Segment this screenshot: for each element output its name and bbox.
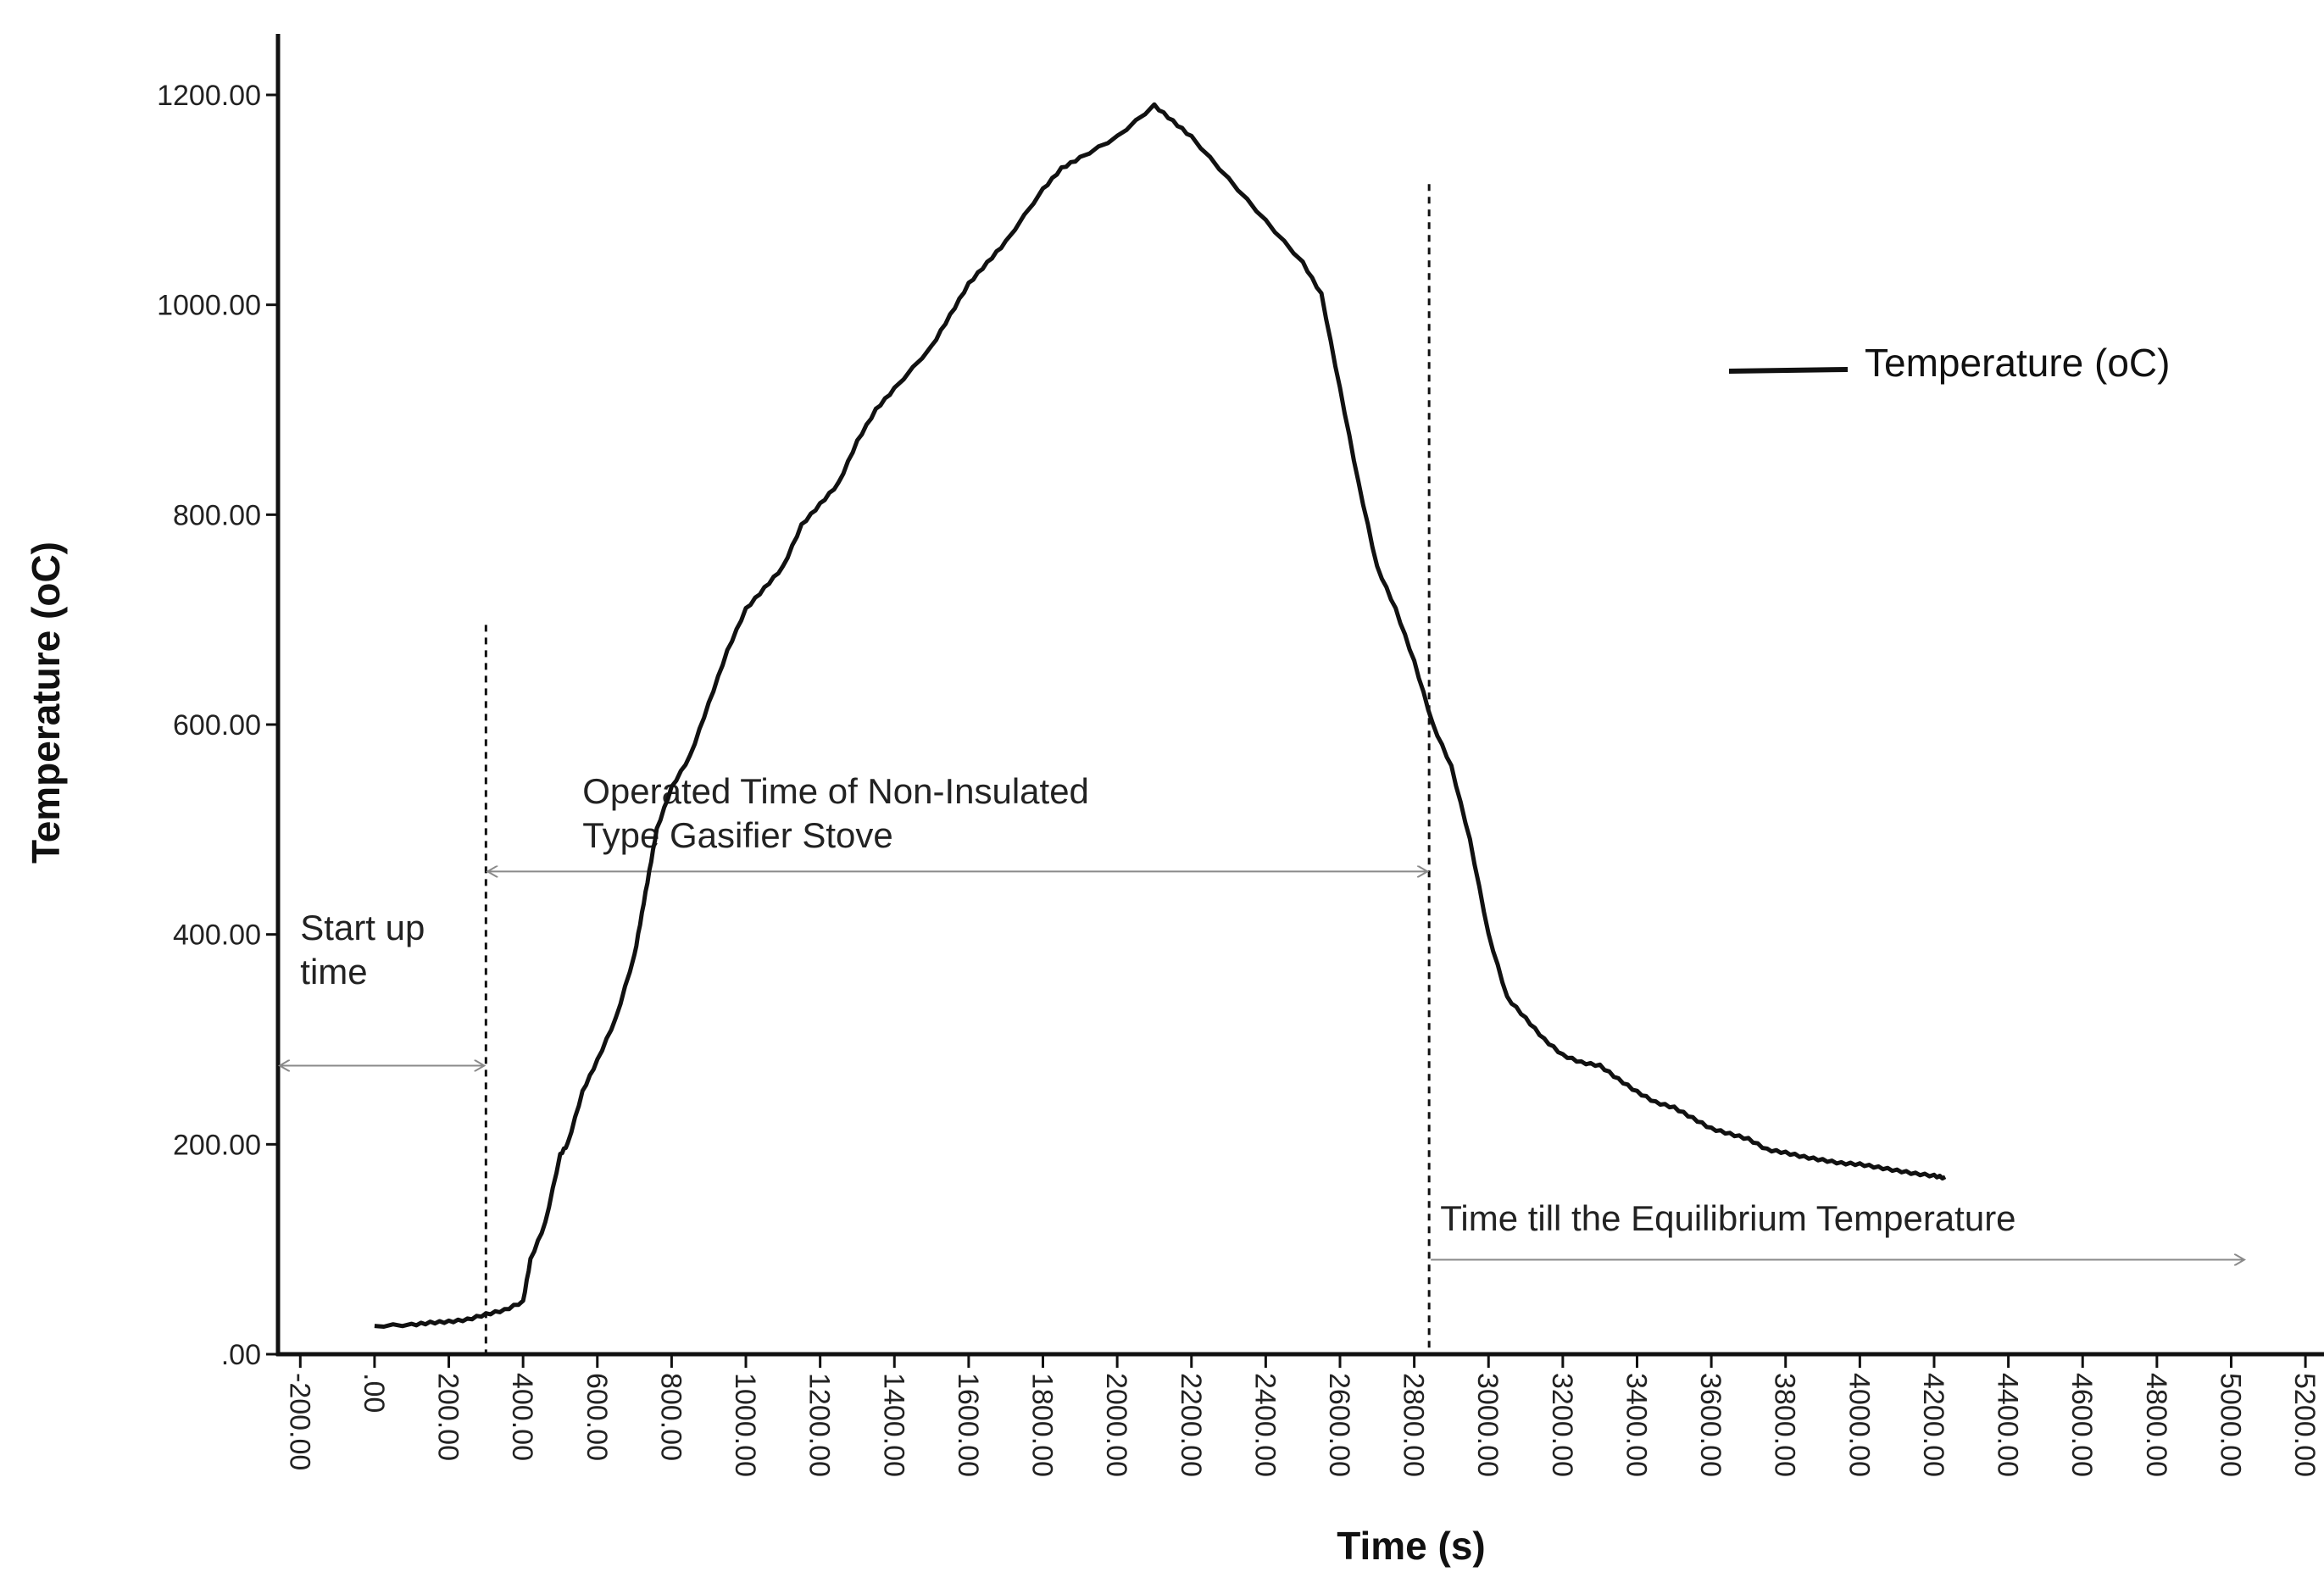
annotation-text: time (300, 952, 367, 992)
x-tick-label: .00 (358, 1373, 390, 1413)
x-tick-label: 1200.00 (803, 1373, 836, 1477)
x-tick-label: 400.00 (506, 1373, 538, 1461)
x-tick-label: 1600.00 (952, 1373, 984, 1477)
x-axis-title: Time (s) (1337, 1524, 1486, 1568)
y-tick-label: 400.00 (173, 919, 261, 952)
annotation-text: Operated Time of Non-Insulated (582, 771, 1089, 811)
annotations: Start up time Operated Time of Non-Insulat… (280, 771, 2244, 1260)
x-tick-label: 1000.00 (729, 1373, 761, 1477)
x-axis-ticks: -200.00 .00 200.00 400.00 600.00 800.00 1000.0… (283, 1354, 2321, 1477)
x-tick-label: 2600.00 (1323, 1373, 1355, 1477)
x-tick-label: 3200.00 (1546, 1373, 1578, 1477)
x-tick-label: 2200.00 (1175, 1373, 1207, 1477)
x-tick-label: 5000.00 (2214, 1373, 2246, 1477)
x-tick-label: 3800.00 (1769, 1373, 1801, 1477)
y-tick-label: 800.00 (173, 499, 261, 531)
x-tick-label: 4400.00 (1992, 1373, 2024, 1477)
x-tick-label: 200.00 (432, 1373, 464, 1461)
series-layer (374, 102, 1947, 1329)
x-tick-label: 600.00 (581, 1373, 613, 1461)
x-tick-label: 5200.00 (2288, 1373, 2321, 1477)
legend: Temperature (oC) (1728, 341, 2170, 385)
x-tick-label: 1800.00 (1026, 1373, 1059, 1477)
x-tick-label: 4800.00 (2140, 1373, 2172, 1477)
legend-swatch (1728, 367, 1849, 374)
legend-label: Temperature (oC) (1865, 341, 2170, 385)
y-tick-label: 1000.00 (157, 290, 261, 322)
y-tick-label: 600.00 (173, 709, 261, 742)
x-tick-label: 4200.00 (1917, 1373, 1949, 1477)
annotation-text: Start up (300, 908, 425, 947)
x-tick-label: 800.00 (654, 1373, 687, 1461)
x-tick-label: 4000.00 (1843, 1373, 1875, 1477)
x-tick-label: 1400.00 (877, 1373, 909, 1477)
x-tick-label: 2800.00 (1398, 1373, 1430, 1477)
reference-lines (484, 184, 1431, 1354)
annotation-text: Time till the Equilibrium Temperature (1440, 1198, 2015, 1238)
temperature-series-line (374, 102, 1947, 1329)
x-tick-label: 3600.00 (1694, 1373, 1726, 1477)
x-tick-label: 2400.00 (1248, 1373, 1281, 1477)
y-axis-ticks: .00 200.00 400.00 600.00 800.00 1000.00 1200.0… (157, 80, 278, 1371)
x-tick-label: 2000.00 (1100, 1373, 1132, 1477)
x-tick-label: 3000.00 (1471, 1373, 1504, 1477)
x-tick-label: -200.00 (283, 1373, 315, 1470)
axes (275, 34, 2324, 1357)
y-axis-title: Temperature (oC) (24, 542, 68, 864)
annotation-text: Type Gasifier Stove (582, 815, 892, 855)
y-tick-label: .00 (221, 1339, 261, 1371)
y-tick-label: 1200.00 (157, 80, 261, 112)
x-tick-label: 3400.00 (1620, 1373, 1652, 1477)
x-tick-label: 4600.00 (2065, 1373, 2098, 1477)
y-tick-label: 200.00 (173, 1129, 261, 1161)
